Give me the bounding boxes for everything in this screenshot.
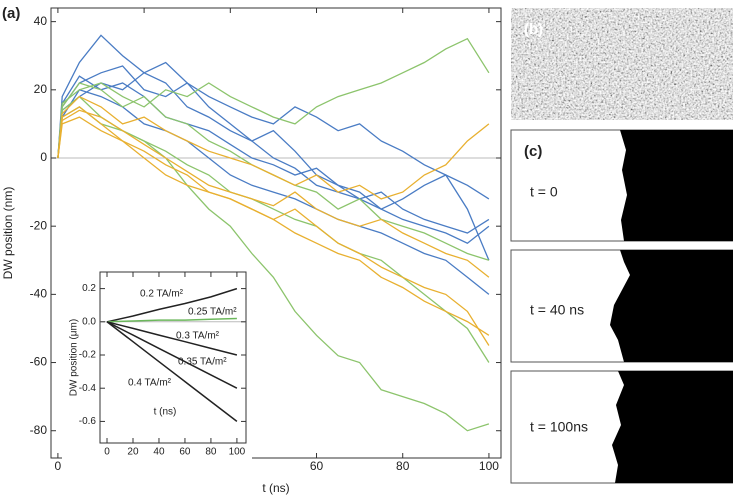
y-tick-label: 0.2 (82, 283, 96, 294)
series-line (106, 321, 238, 356)
x-tick-label: 100 (229, 447, 246, 458)
x-tick-label: 40 (153, 447, 165, 458)
x-axis-label: t (ns) (262, 481, 289, 495)
snapshot-label: t = 40 ns (530, 302, 584, 318)
series-line (106, 287, 238, 323)
y-tick-label: -40 (30, 287, 48, 301)
y-tick-label: -0.2 (79, 350, 97, 361)
y-tick-label: 0 (40, 150, 47, 164)
y-tick-label: -80 (30, 423, 48, 437)
panel-label: (a) (2, 5, 20, 22)
x-tick-label: 20 (127, 447, 139, 458)
y-tick-label: 20 (34, 82, 48, 96)
y-tick-label: -0.6 (79, 416, 97, 427)
snapshot (510, 249, 733, 363)
series-line (57, 116, 490, 346)
line-label: 0.35 TA/m² (178, 357, 227, 368)
panel-label: (c) (524, 143, 542, 160)
plot-area (99, 271, 247, 444)
snapshot (510, 370, 733, 484)
series-line (57, 61, 490, 200)
line-label: 0.25 TA/m² (188, 307, 237, 318)
x-axis-label: t (ns) (154, 407, 177, 418)
line-label: 0.2 TA/m² (140, 289, 184, 300)
series-line (57, 106, 490, 363)
series-line (106, 321, 238, 422)
x-tick-label: 80 (205, 447, 217, 458)
x-tick-label: 60 (179, 447, 191, 458)
y-tick-label: -0.4 (79, 383, 97, 394)
panel-label: (b) (524, 21, 543, 38)
y-tick-label: -20 (30, 218, 48, 232)
line-label: 0.3 TA/m² (176, 331, 220, 342)
y-tick-label: -60 (30, 355, 48, 369)
series-line (57, 95, 490, 200)
x-tick-label: 80 (396, 459, 410, 473)
snapshot-label: t = 100ns (530, 419, 588, 435)
x-tick-label: 0 (55, 459, 62, 473)
snapshot-label: t = 0 (530, 184, 558, 200)
series-line (57, 89, 490, 295)
y-axis-label: DW position (nm) (1, 187, 15, 280)
series-line (57, 65, 490, 261)
y-tick-label: 40 (34, 14, 48, 28)
series-line (106, 317, 237, 323)
y-tick-label: 0.0 (82, 316, 96, 327)
y-axis-label: DW position (μm) (69, 319, 80, 396)
series-line (106, 321, 238, 389)
snapshot (510, 129, 733, 242)
series-line (57, 37, 490, 159)
x-tick-label: 0 (104, 447, 110, 458)
series-line (57, 109, 490, 278)
noise-image (511, 8, 733, 120)
series-line (57, 34, 490, 244)
x-tick-label: 60 (310, 459, 324, 473)
line-label: 0.4 TA/m² (128, 378, 172, 389)
x-tick-label: 100 (479, 459, 499, 473)
